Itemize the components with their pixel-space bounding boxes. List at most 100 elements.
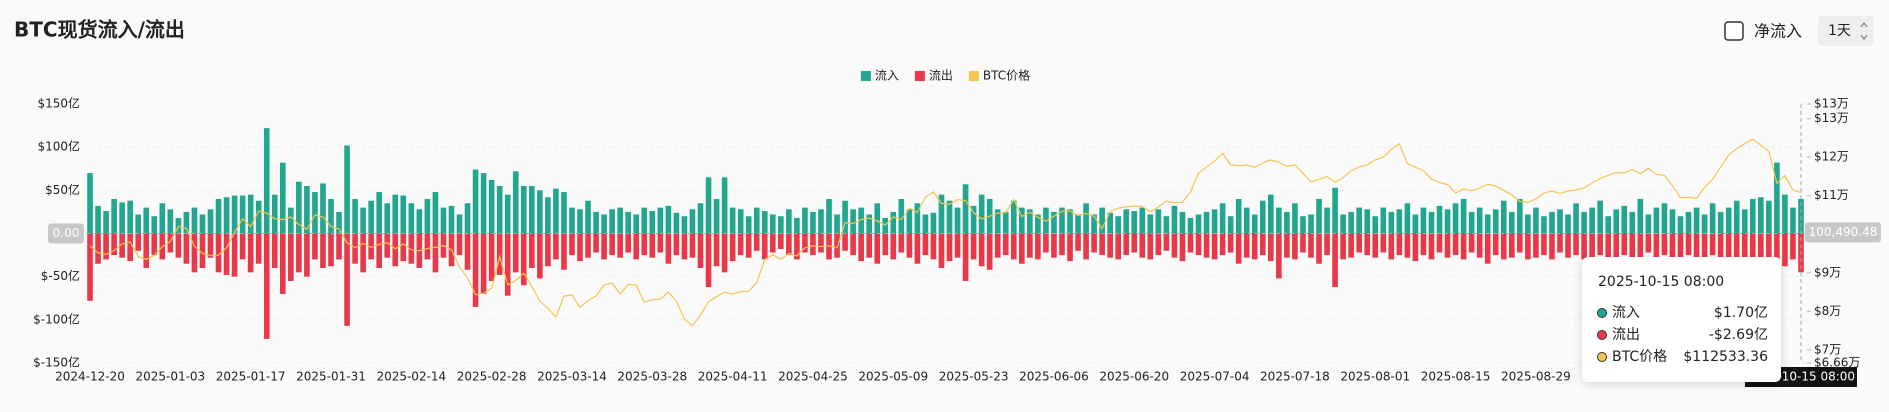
bar <box>1749 198 1756 234</box>
bar <box>456 233 463 256</box>
bar <box>1717 211 1724 234</box>
bar <box>1581 233 1587 260</box>
bar <box>1492 233 1499 256</box>
bar <box>553 188 559 234</box>
bar <box>520 233 527 286</box>
bar <box>296 181 302 234</box>
x-tick-label: 2025-05-23 <box>939 370 1009 384</box>
bar <box>1284 211 1290 234</box>
bar <box>970 205 977 234</box>
y2-tick-label: $13万 <box>1814 111 1849 125</box>
bar <box>255 233 262 264</box>
bar <box>1155 209 1162 234</box>
bar <box>617 207 623 234</box>
bar <box>946 233 953 262</box>
bar <box>480 233 487 294</box>
bar <box>1227 233 1234 253</box>
net-toggle-label[interactable]: 净流入 <box>1754 22 1802 41</box>
bar <box>344 233 350 326</box>
net-checkbox[interactable] <box>1724 21 1744 41</box>
interval-label[interactable]: 1天 <box>1828 23 1851 39</box>
bar <box>1002 233 1009 256</box>
bar <box>1235 198 1242 234</box>
bar <box>464 203 471 234</box>
bar <box>520 186 527 234</box>
bar <box>1621 205 1628 234</box>
bar <box>1332 233 1338 288</box>
bar <box>1629 233 1636 258</box>
bar <box>167 233 174 253</box>
bar <box>745 216 752 234</box>
bar <box>649 211 656 234</box>
bar <box>1187 233 1194 253</box>
bar <box>1404 203 1411 234</box>
bar <box>432 192 439 234</box>
bar <box>496 186 503 234</box>
bar <box>103 233 109 260</box>
bar <box>761 233 768 260</box>
bar <box>151 233 158 256</box>
bar <box>617 233 623 258</box>
bar <box>1766 233 1772 269</box>
bar <box>1661 203 1668 234</box>
bar <box>1018 207 1025 234</box>
interval-select[interactable] <box>1818 16 1874 46</box>
bar <box>938 233 945 269</box>
bar <box>1115 233 1122 260</box>
bar <box>1782 194 1788 234</box>
bar <box>328 198 334 234</box>
bar <box>207 209 214 234</box>
bar <box>753 207 760 234</box>
bar <box>721 177 728 234</box>
bar <box>223 233 230 275</box>
bar <box>529 186 535 234</box>
bar <box>1412 214 1419 234</box>
bar <box>1380 207 1387 234</box>
x-tick-label: 2025-06-06 <box>1019 370 1089 384</box>
tooltip-value: $1.70亿 <box>1714 305 1768 321</box>
bar <box>424 233 431 260</box>
bar <box>1709 203 1716 234</box>
bar <box>729 207 736 234</box>
bar <box>1613 209 1620 234</box>
bar <box>786 233 792 256</box>
bar <box>1758 233 1764 258</box>
bar <box>376 192 383 234</box>
bar <box>561 233 567 270</box>
bar <box>1147 214 1154 234</box>
bar <box>1444 209 1451 234</box>
bar <box>1669 233 1676 258</box>
bar <box>384 203 391 234</box>
bar <box>392 233 399 267</box>
bar <box>384 233 391 258</box>
bar <box>111 198 117 234</box>
bar <box>842 233 848 251</box>
bar <box>1035 233 1041 260</box>
bar <box>1565 214 1571 234</box>
bar <box>914 203 921 234</box>
tooltip-label: 流出 <box>1612 327 1640 343</box>
bar <box>1035 214 1041 234</box>
bar <box>183 233 190 264</box>
bar <box>1741 209 1748 234</box>
bar <box>400 195 407 234</box>
bar <box>1436 233 1443 253</box>
bar <box>930 233 937 260</box>
bar <box>978 194 985 234</box>
bar <box>231 195 238 234</box>
bar <box>593 211 599 234</box>
bar <box>1171 205 1178 234</box>
bar <box>737 209 744 234</box>
bar <box>1316 198 1322 234</box>
bar <box>882 233 889 256</box>
bar <box>681 216 688 234</box>
bar <box>1420 207 1427 234</box>
bar <box>1404 233 1411 258</box>
bar <box>673 212 680 234</box>
bar <box>368 200 374 234</box>
bar <box>537 190 543 234</box>
bar <box>802 207 808 234</box>
bar <box>1284 233 1290 258</box>
bar <box>641 233 648 256</box>
bar <box>1372 233 1379 258</box>
